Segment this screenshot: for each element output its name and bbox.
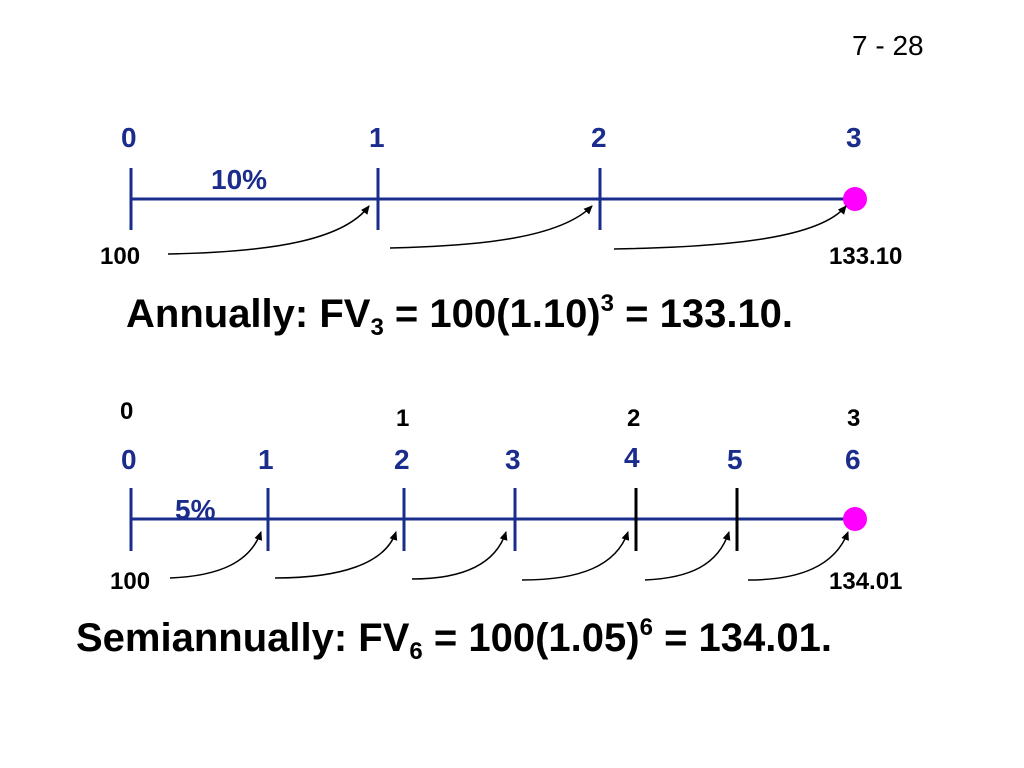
semiannual-period-label-6: 6 xyxy=(845,444,861,475)
semiannual-rate-label: 5% xyxy=(175,494,216,525)
annual-formula-suffix: = 133.10. xyxy=(614,292,794,336)
semiannual-period-label-5: 5 xyxy=(727,444,743,475)
semiannual-compound-arrow-6 xyxy=(747,531,849,581)
annual-period-label-0: 0 xyxy=(121,122,137,153)
semiannual-period-label-4: 4 xyxy=(624,442,640,473)
annual-formula-sub: 3 xyxy=(370,314,384,341)
annual-formula-sup: 3 xyxy=(600,290,614,317)
semiannual-period-label-1: 1 xyxy=(258,444,274,475)
annual-compound-arrow-3 xyxy=(613,205,847,250)
semiannual-compound-arrow-2 xyxy=(274,531,398,579)
semiannual-year-label-3: 3 xyxy=(847,405,861,432)
semiannual-pv-value: 100 xyxy=(110,568,151,595)
annual-period-label-1: 1 xyxy=(369,122,385,153)
semiannual-formula-prefix: Semiannually: FV xyxy=(76,616,410,660)
annual-fv-value: 133.10 xyxy=(829,243,903,270)
semiannual-period-label-0: 0 xyxy=(121,444,137,475)
semiannual-compound-arrow-5 xyxy=(644,531,731,581)
semiannual-year-label-2: 2 xyxy=(627,405,641,432)
semiannual-fv-marker xyxy=(843,507,867,531)
semiannual-formula-sub: 6 xyxy=(409,638,423,665)
semiannual-formula-suffix: = 134.01. xyxy=(652,616,833,660)
semiannual-formula-mid: = 100(1.05) xyxy=(422,616,640,660)
semiannual-fv-value: 134.01 xyxy=(829,568,903,595)
annual-compound-arrow-2 xyxy=(389,205,593,249)
semiannual-year-label-1: 1 xyxy=(396,405,410,432)
semiannual-period-label-3: 3 xyxy=(505,444,521,475)
semiannual-year-label-0: 0 xyxy=(120,398,134,425)
semiannual-formula: Semiannually: FV6 = 100(1.05)6 = 134.01. xyxy=(76,614,832,666)
annual-rate-label: 10% xyxy=(211,164,268,195)
semiannual-compound-arrow-3 xyxy=(411,531,508,580)
annual-fv-marker xyxy=(843,187,867,211)
annual-period-label-3: 3 xyxy=(846,122,862,153)
slide-number: 7 - 28 xyxy=(852,30,924,61)
semiannual-compound-arrow-4 xyxy=(521,531,630,581)
semiannual-formula-sup: 6 xyxy=(639,614,653,641)
annual-pv-value: 100 xyxy=(100,243,141,270)
annual-compound-arrow-1 xyxy=(167,205,370,255)
annual-formula-prefix: Annually: FV xyxy=(126,292,371,336)
annual-period-label-2: 2 xyxy=(591,122,607,153)
semiannual-period-label-2: 2 xyxy=(394,444,410,475)
annual-formula-mid: = 100(1.10) xyxy=(383,292,601,336)
semiannual-compound-arrow-1 xyxy=(169,531,262,579)
annual-formula: Annually: FV3 = 100(1.10)3 = 133.10. xyxy=(126,290,793,342)
